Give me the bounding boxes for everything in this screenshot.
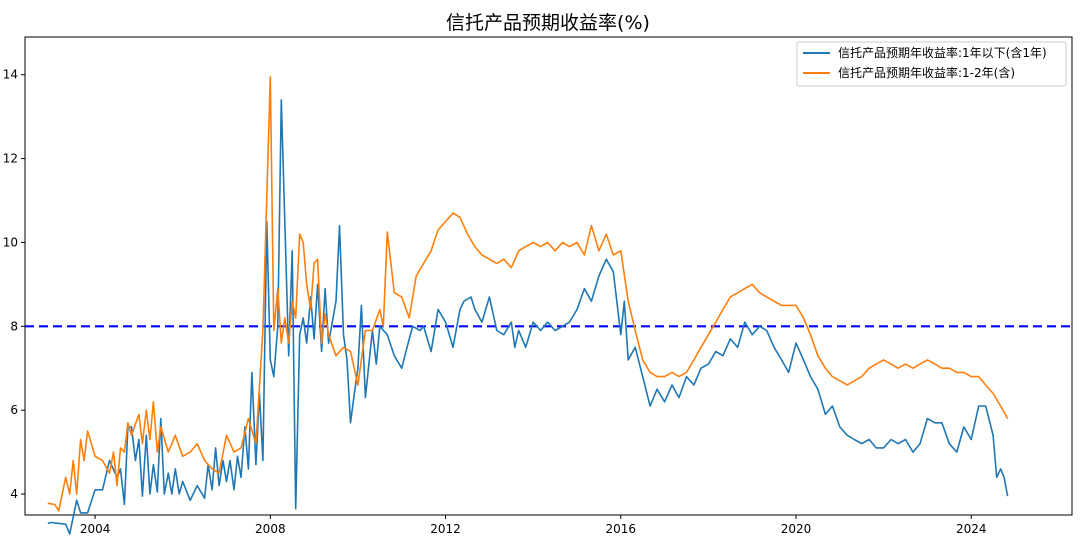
y-tick-label: 10 (3, 235, 18, 249)
y-tick-label: 6 (10, 403, 18, 417)
x-tick-label: 2008 (255, 522, 286, 536)
series-layer (47, 76, 1009, 535)
legend: 信托产品预期年收益率:1年以下(含1年) 信托产品预期年收益率:1-2年(含) (796, 41, 1067, 87)
x-tick-label: 2024 (956, 522, 987, 536)
legend-label-1: 信托产品预期年收益率:1-2年(含) (838, 65, 1015, 80)
legend-box (796, 41, 1067, 87)
y-tick-label: 8 (10, 319, 18, 333)
plot-area (24, 36, 1073, 516)
y-tick-label: 4 (10, 487, 18, 501)
y-tick-label: 12 (3, 152, 18, 166)
y-tick-label: 14 (3, 68, 18, 82)
x-tick-label: 2016 (606, 522, 637, 536)
x-tick-label: 2020 (781, 522, 812, 536)
x-axis: 2004 2008 2012 2016 2020 2024 (80, 515, 987, 536)
series-line-0 (47, 99, 1009, 535)
x-tick-label: 2012 (430, 522, 461, 536)
legend-label-0: 信托产品预期年收益率:1年以下(含1年) (838, 45, 1047, 60)
chart-title: 信托产品预期收益率(%) (446, 12, 650, 34)
series-line-1 (47, 76, 1009, 512)
x-tick-label: 2004 (80, 522, 111, 536)
y-axis: 4 6 8 10 12 14 (3, 68, 25, 501)
